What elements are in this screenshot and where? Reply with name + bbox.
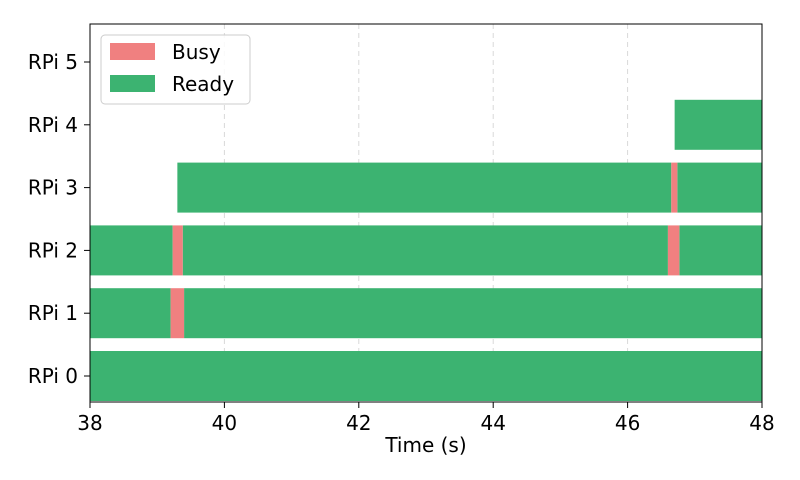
y-tick-label: RPi 5 (28, 50, 78, 74)
ready-bar (177, 162, 672, 213)
y-tick-label: RPi 0 (28, 364, 78, 388)
x-tick-label: 44 (480, 411, 505, 435)
ready-bar (677, 162, 762, 213)
ready-bar (90, 288, 171, 339)
legend-swatch-ready (110, 75, 155, 92)
legend-label-ready: Ready (172, 72, 234, 96)
busy-bar (671, 162, 678, 213)
busy-bar (170, 288, 185, 339)
legend: Busy Ready (100, 34, 251, 105)
x-tick-label: 38 (77, 411, 102, 435)
ready-bar (674, 99, 762, 150)
ready-bar (90, 225, 173, 276)
y-tick-label: RPi 1 (28, 301, 78, 325)
ready-bar (182, 225, 668, 276)
ready-bar (90, 351, 762, 401)
x-tick-label: 46 (615, 411, 640, 435)
x-tick-label: 40 (212, 411, 237, 435)
legend-label-busy: Busy (172, 40, 221, 64)
ready-bar (184, 288, 762, 339)
grid-lines (223, 24, 629, 402)
bars (90, 99, 762, 401)
busy-bar (667, 225, 680, 276)
x-tick-label: 42 (346, 411, 371, 435)
y-tick-label: RPi 3 (28, 176, 78, 200)
x-axis: 38 40 42 44 46 48 (77, 402, 775, 435)
x-tick-label: 48 (749, 411, 774, 435)
y-tick-label: RPi 4 (28, 113, 78, 137)
x-axis-title: Time (s) (384, 433, 466, 457)
y-tick-label: RPi 2 (28, 238, 78, 262)
busy-bar (172, 225, 183, 276)
ready-bar (679, 225, 762, 276)
plot-frame (89, 23, 763, 403)
legend-swatch-busy (110, 43, 155, 60)
y-axis: RPi 0 RPi 1 RPi 2 RPi 3 RPi 4 RPi 5 (28, 50, 90, 388)
